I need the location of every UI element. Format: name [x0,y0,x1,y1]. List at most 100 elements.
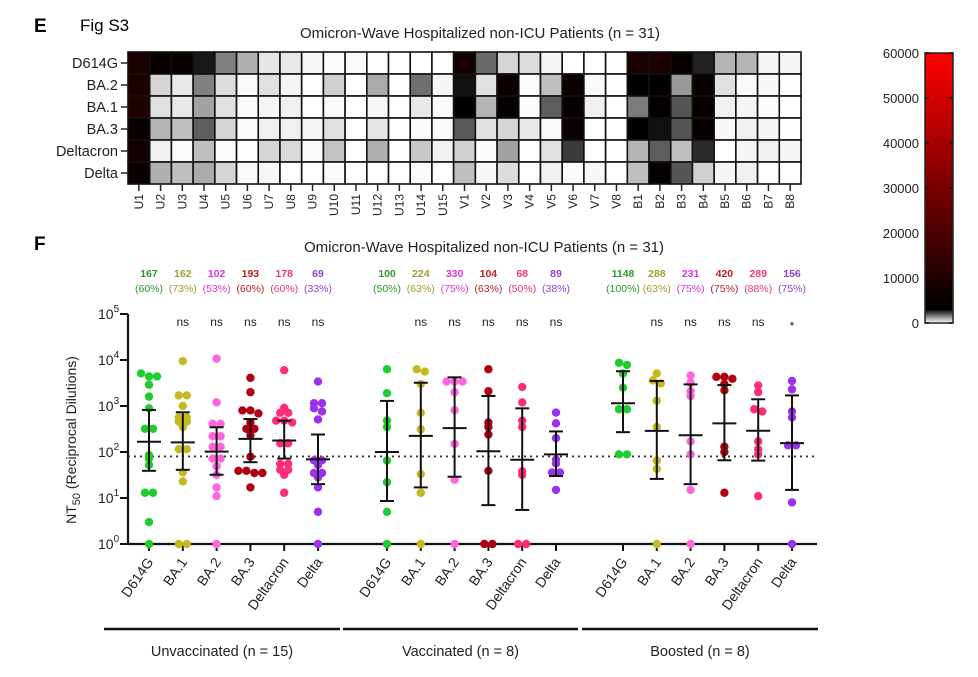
heatmap-cell [192,51,216,75]
data-point [208,432,217,441]
heatmap-cell [257,139,281,163]
data-point [178,401,187,411]
significance-label: ns [278,315,291,329]
heatmap-column-label: U10 [327,194,341,216]
heatmap-cell [366,161,390,185]
heatmap-cell [648,161,672,185]
y-tick-base: 10 [98,536,114,552]
y-tick-base: 10 [98,398,114,414]
responder-percent: (75%) [677,283,705,295]
heatmap-cell [127,139,151,163]
heatmap-cell [735,95,759,119]
heatmap-cell [148,139,173,163]
responder-percent: (88%) [744,283,772,295]
heatmap-cell [279,73,303,97]
heatmap-cell [561,117,585,141]
heatmap-cell [648,73,672,97]
data-point [144,372,154,381]
heatmap-row-label: BA.1 [87,100,118,116]
heatmap-cell [409,73,433,97]
x-category-label: Delta [294,554,326,590]
heatmap-cell [257,73,281,97]
responder-percent: (75%) [710,283,738,295]
heatmap-cell [170,73,194,97]
heatmap-column-label: U2 [154,194,168,210]
heatmap-cell [452,73,477,97]
heatmap-cell [583,51,607,75]
gmt-value: 100 [378,268,396,280]
heatmap-cell [170,95,194,119]
y-tick-label: 102 [98,442,120,460]
y-tick-exponent: 1 [114,488,120,499]
heatmap-cell [366,139,390,163]
heatmap-cell [214,95,238,119]
heatmap-cell [452,117,477,141]
scatter-title: Omicron-Wave Hospitalized non-ICU Patien… [304,239,664,256]
gmt-value: 162 [174,268,192,280]
heatmap-cell [452,161,477,185]
heatmap-cell [300,139,325,163]
data-point [622,360,632,370]
data-point [382,388,392,398]
heatmap-cell [170,117,194,141]
data-point [450,539,459,549]
heatmap-cell [235,73,260,97]
data-point [174,391,183,400]
heatmap-cell [778,161,802,185]
heatmap-title: Omicron-Wave Hospitalized non-ICU Patien… [300,25,660,42]
data-point [242,466,251,476]
data-point [182,391,191,400]
significance-label: ns [550,315,563,329]
heatmap-cell [452,139,477,163]
gmt-value: 193 [242,268,260,280]
heatmap-cell [452,51,477,75]
heatmap-cell [235,117,260,141]
colorbar-tick-label: 60000 [883,46,919,61]
heatmap-cell [539,161,563,185]
heatmap-cell [604,95,629,119]
y-tick-label: 103 [98,396,120,414]
significance-label: ns [312,315,325,329]
data-point [547,468,557,477]
heatmap-cell [756,51,781,75]
gmt-value: 231 [682,268,700,280]
heatmap-column-label: U11 [349,194,363,215]
data-point [522,539,531,549]
responder-percent: (75%) [441,283,469,295]
heatmap-cell [366,51,390,75]
heatmap-cell [778,139,802,163]
heatmap-cell [691,117,715,141]
heatmap-cell [735,117,759,141]
heatmap-column-label: V2 [479,194,493,209]
panel-e-label: E [34,16,47,37]
heatmap-cell [279,139,303,163]
data-point [178,477,187,486]
heatmap-cell [539,139,563,163]
heatmap-cell [387,51,412,75]
data-point [288,418,297,427]
data-point [518,398,527,407]
heatmap-cell [669,139,694,163]
x-category-label: Delta [768,554,800,590]
heatmap-cell [409,161,433,185]
heatmap-cell [148,51,173,75]
heatmap-cell [474,73,498,97]
gmt-value: 178 [275,268,293,280]
gmt-value: 69 [312,268,324,280]
significance-label: ns [244,315,257,329]
heatmap-cell [257,95,281,119]
data-point [614,405,624,414]
group-label: Unvaccinated (n = 15) [151,644,293,660]
heatmap-cell [387,73,412,97]
heatmap-column-label: B8 [783,194,797,209]
x-category-label: D614G [592,555,631,601]
y-tick-base: 10 [98,490,114,506]
heatmap-cell [192,139,216,163]
data-point [614,450,624,459]
data-point [148,424,158,433]
heatmap-column-label: U1 [132,194,146,210]
heatmap-cell [257,51,281,75]
heatmap-cell [257,117,281,141]
data-point [144,380,154,389]
gmt-value: 102 [208,268,226,280]
